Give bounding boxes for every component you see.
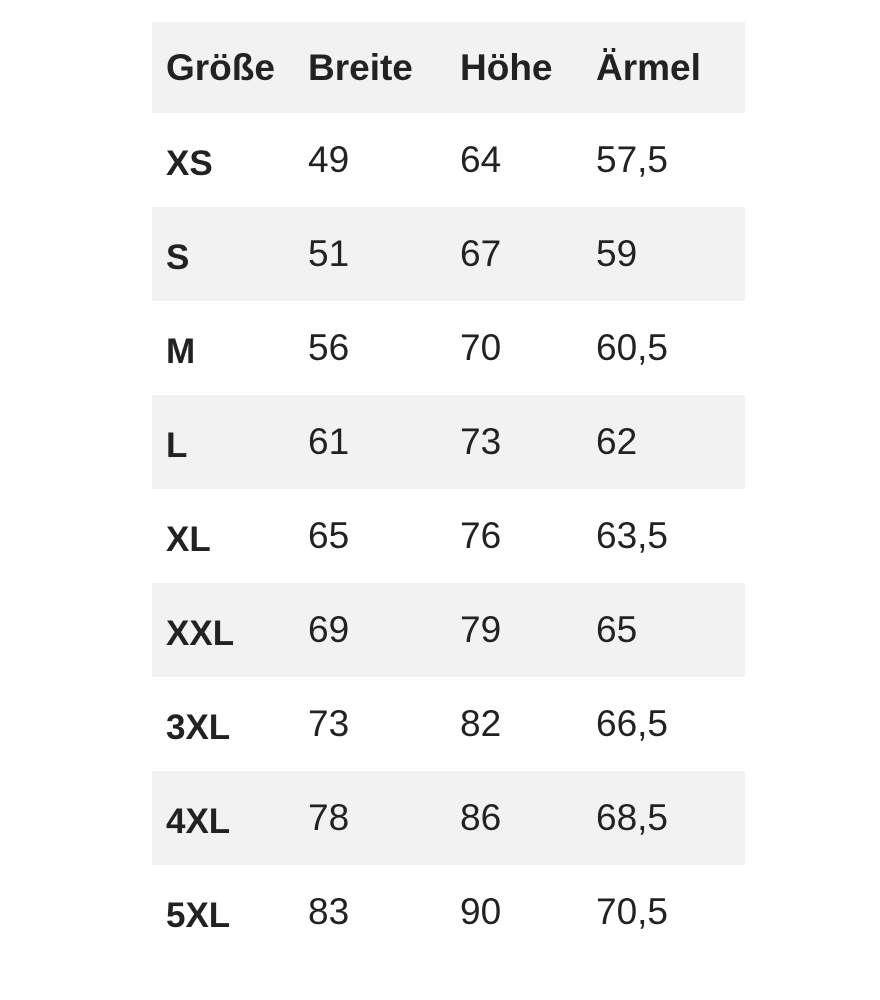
cell-width: 73 — [308, 703, 350, 744]
cell-sleeve: 62 — [596, 421, 638, 462]
cell-sleeve: 63,5 — [596, 515, 669, 556]
cell-height: 86 — [460, 797, 502, 838]
cell-size: L — [166, 426, 188, 465]
header-sleeve: Ärmel — [596, 46, 701, 88]
cell-size: XL — [166, 520, 211, 559]
cell-width: 83 — [308, 891, 350, 932]
cell-sleeve: 68,5 — [596, 797, 669, 838]
cell-size: XXL — [166, 614, 235, 653]
header-width: Breite — [308, 46, 413, 88]
cell-size: XS — [166, 144, 213, 183]
cell-width: 51 — [308, 233, 350, 274]
cell-height: 90 — [460, 891, 502, 932]
table-row: XS 49 64 57,5 — [152, 113, 745, 207]
cell-size: S — [166, 238, 190, 277]
table-row: S 51 67 59 — [152, 207, 745, 301]
cell-sleeve: 60,5 — [596, 327, 669, 368]
table-row: XL 65 76 63,5 — [152, 489, 745, 583]
cell-sleeve: 57,5 — [596, 139, 669, 180]
cell-width: 56 — [308, 327, 350, 368]
cell-width: 69 — [308, 609, 350, 650]
cell-sleeve: 65 — [596, 609, 638, 650]
cell-size: 3XL — [166, 708, 231, 747]
cell-size: M — [166, 332, 196, 371]
cell-height: 67 — [460, 233, 502, 274]
table-row: 3XL 73 82 66,5 — [152, 677, 745, 771]
cell-size: 4XL — [166, 802, 231, 841]
cell-width: 65 — [308, 515, 350, 556]
cell-size: 5XL — [166, 896, 231, 935]
table-row: M 56 70 60,5 — [152, 301, 745, 395]
cell-sleeve: 59 — [596, 233, 638, 274]
header-height: Höhe — [460, 46, 553, 88]
cell-height: 76 — [460, 515, 502, 556]
cell-width: 61 — [308, 421, 350, 462]
cell-sleeve: 70,5 — [596, 891, 669, 932]
cell-height: 82 — [460, 703, 502, 744]
cell-width: 78 — [308, 797, 350, 838]
table-row: L 61 73 62 — [152, 395, 745, 489]
cell-height: 70 — [460, 327, 502, 368]
table-row: 4XL 78 86 68,5 — [152, 771, 745, 865]
size-chart-table: Größe Breite Höhe Ärmel XS 49 64 57,5 S 51 67 5… — [152, 22, 745, 959]
cell-height: 64 — [460, 139, 502, 180]
header-size: Größe — [166, 46, 275, 88]
cell-height: 73 — [460, 421, 502, 462]
table-row: 5XL 83 90 70,5 — [152, 865, 745, 959]
cell-sleeve: 66,5 — [596, 703, 669, 744]
table-row: XXL 69 79 65 — [152, 583, 745, 677]
cell-height: 79 — [460, 609, 502, 650]
table-header-row: Größe Breite Höhe Ärmel — [152, 22, 745, 113]
cell-width: 49 — [308, 139, 350, 180]
